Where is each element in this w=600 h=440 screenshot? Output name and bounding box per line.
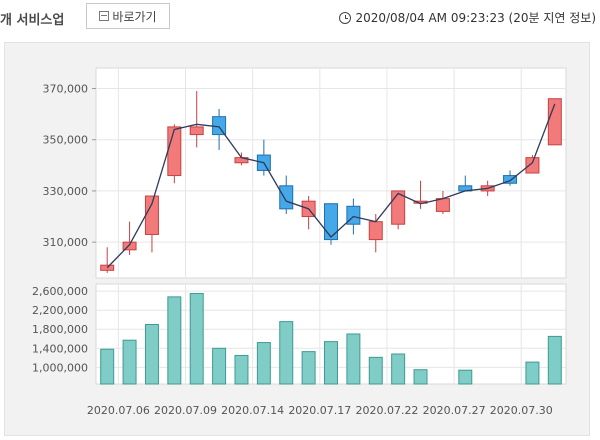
timestamp: 2020/08/04 AM 09:23:23 (20분 지연 정보) bbox=[339, 9, 596, 26]
volume-y-tick-label: 1,800,000 bbox=[32, 323, 88, 336]
volume-bar bbox=[144, 323, 159, 385]
price-y-tick-label: 330,000 bbox=[43, 185, 89, 198]
clock-icon bbox=[339, 11, 352, 24]
volume-bar bbox=[324, 341, 338, 385]
timestamp-text: 2020/08/04 AM 09:23:23 (20분 지연 정보) bbox=[355, 11, 596, 25]
volume-bar bbox=[212, 347, 227, 385]
volume-bar bbox=[391, 353, 406, 385]
volume-y-tick-label: 1,400,000 bbox=[32, 342, 88, 355]
candle-body bbox=[324, 203, 338, 241]
service-title: 개 서비스업 bbox=[0, 13, 65, 28]
shortcut-icon bbox=[99, 11, 110, 21]
volume-bar bbox=[346, 333, 361, 385]
volume-bar bbox=[413, 369, 428, 385]
candle-body bbox=[503, 175, 518, 184]
volume-bar bbox=[279, 321, 294, 385]
volume-bar bbox=[368, 356, 383, 385]
volume-bar bbox=[189, 293, 204, 385]
volume-bar bbox=[458, 369, 473, 385]
moving-average-line bbox=[106, 103, 556, 269]
volume-bar bbox=[234, 354, 249, 385]
date-tick-label: 2020.07.09 bbox=[154, 404, 217, 417]
date-tick-label: 2020.07.22 bbox=[355, 404, 418, 417]
candle-body bbox=[212, 116, 227, 136]
volume-y-tick-label: 2,600,000 bbox=[32, 285, 88, 298]
price-y-tick-label: 370,000 bbox=[43, 82, 89, 95]
date-tick-label: 2020.07.27 bbox=[423, 404, 486, 417]
candle-body bbox=[279, 185, 294, 210]
candle-body bbox=[368, 221, 383, 241]
date-tick-label: 2020.07.30 bbox=[490, 404, 553, 417]
volume-y-tick-label: 1,000,000 bbox=[32, 361, 88, 374]
shortcut-button[interactable]: 바로가기 bbox=[86, 3, 170, 29]
price-y-tick-label: 350,000 bbox=[43, 134, 89, 147]
candle-body bbox=[167, 126, 182, 177]
volume-bar bbox=[256, 342, 271, 385]
candle-body bbox=[435, 198, 450, 212]
volume-bar bbox=[167, 296, 182, 385]
volume-bar bbox=[122, 339, 137, 385]
volume-y-tick-label: 2,200,000 bbox=[32, 304, 88, 317]
date-tick-label: 2020.07.06 bbox=[87, 404, 150, 417]
candle-body bbox=[122, 241, 137, 251]
candle-body bbox=[391, 190, 406, 225]
volume-bar bbox=[301, 351, 316, 385]
shortcut-label: 바로가기 bbox=[112, 9, 157, 24]
price-y-tick-label: 310,000 bbox=[43, 236, 89, 249]
candle-body bbox=[525, 157, 540, 174]
candle-body bbox=[189, 126, 204, 136]
header-bar: 개 서비스업 바로가기 2020/08/04 AM 09:23:23 (20분 … bbox=[0, 0, 600, 40]
volume-bar bbox=[547, 335, 562, 385]
price-plot-area bbox=[95, 67, 567, 279]
volume-bar bbox=[525, 361, 540, 385]
date-tick-label: 2020.07.14 bbox=[221, 404, 284, 417]
date-tick-label: 2020.07.17 bbox=[288, 404, 351, 417]
volume-bar bbox=[100, 348, 115, 385]
